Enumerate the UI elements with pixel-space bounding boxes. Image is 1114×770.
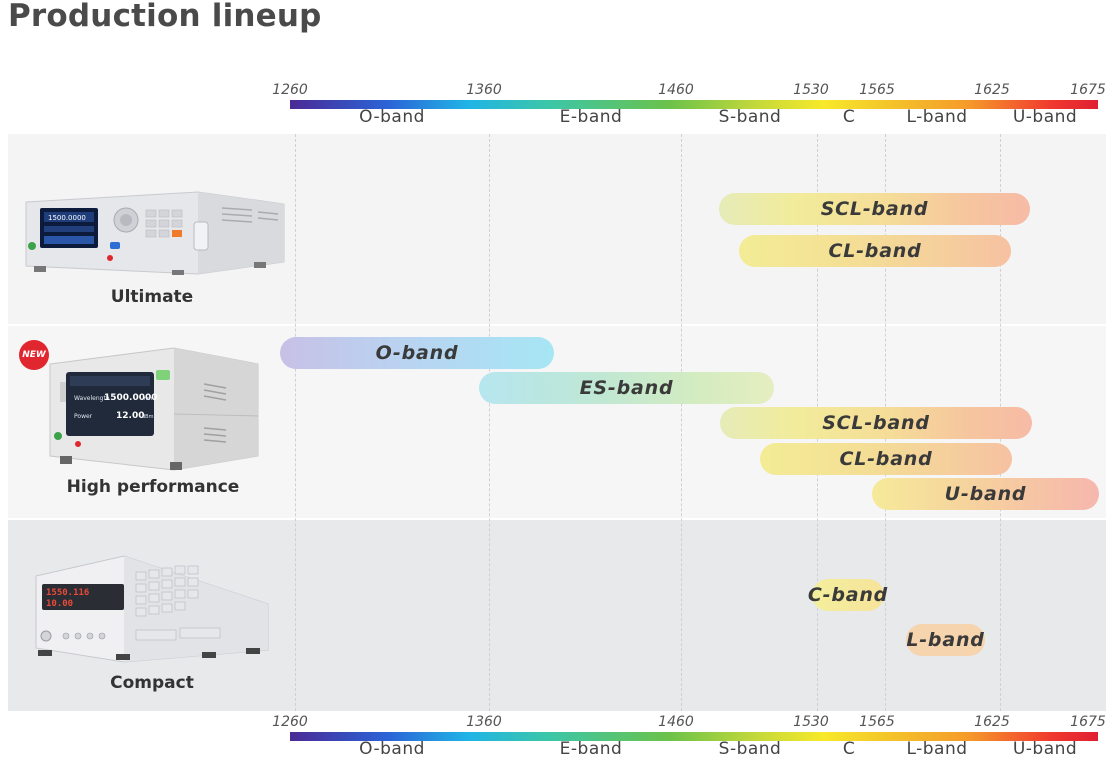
gridline — [681, 134, 682, 711]
compact-device-image: 1550.116 10.00 — [35, 555, 269, 663]
scale-band-label: S-band — [718, 107, 782, 127]
scale-band-label: C — [842, 107, 856, 127]
scale-band-label: L-band — [906, 107, 968, 127]
band-pill-es: ES-band — [479, 372, 774, 404]
scale-tick: 1625 — [974, 714, 1010, 730]
ultimate-screen-readout: 1500.0000 — [48, 214, 86, 222]
product-name-compact: Compact — [110, 673, 194, 693]
wavelength-scale-top: 1260 1360 1460 1530 1565 1625 1675 O-ban… — [0, 82, 1114, 127]
new-badge: NEW — [19, 340, 49, 370]
scale-tick: 1260 — [272, 82, 308, 98]
scale-band-label: O-band — [359, 739, 425, 759]
band-pill-scl: SCL-band — [720, 407, 1032, 439]
spectrum-gradient-bar — [290, 100, 1098, 109]
product-name-ultimate: Ultimate — [110, 287, 194, 307]
band-pill-cl: CL-band — [760, 443, 1012, 475]
scale-band-label: S-band — [718, 739, 782, 759]
scale-tick: 1625 — [974, 82, 1010, 98]
ultimate-device-image: 1500.0000 — [25, 191, 285, 275]
scale-tick: 1360 — [466, 82, 502, 98]
scale-tick: 1360 — [466, 714, 502, 730]
scale-tick: 1675 — [1070, 82, 1106, 98]
gridline — [295, 134, 296, 711]
band-pill-scl: SCL-band — [719, 193, 1030, 225]
band-pill-c: C-band — [808, 579, 887, 611]
band-pill-u: U-band — [872, 478, 1099, 510]
scale-tick: 1530 — [793, 714, 829, 730]
scale-band-label: E-band — [559, 107, 623, 127]
scale-band-label: C — [842, 739, 856, 759]
scale-tick: 1460 — [658, 714, 694, 730]
scale-band-label: L-band — [906, 739, 968, 759]
wavelength-scale-bottom: 1260 1360 1460 1530 1565 1625 1675 O-ban… — [0, 714, 1114, 759]
scale-tick: 1460 — [658, 82, 694, 98]
high-wavelength-label: Wavelength — [74, 395, 110, 402]
band-pill-o: O-band — [280, 337, 554, 369]
scale-tick: 1565 — [859, 714, 895, 730]
compact-readout-2: 10.00 — [46, 599, 73, 609]
spectrum-gradient-bar — [290, 732, 1098, 741]
high-wavelength-value: 1500.0000 — [104, 393, 158, 403]
scale-tick: 1530 — [793, 82, 829, 98]
gridline — [489, 134, 490, 711]
scale-band-label: U-band — [1012, 107, 1078, 127]
product-name-high-performance: High performance — [66, 477, 240, 497]
high-power-value: 12.00 — [116, 411, 144, 421]
high-power-unit: dBm — [142, 414, 154, 420]
page-title: Production lineup — [8, 0, 322, 34]
scale-tick: 1565 — [859, 82, 895, 98]
band-pill-cl: CL-band — [739, 235, 1011, 267]
band-pill-l: L-band — [906, 624, 985, 656]
high-power-label: Power — [74, 413, 93, 420]
high-wavelength-unit: nm — [144, 396, 152, 402]
compact-readout-1: 1550.116 — [46, 588, 89, 598]
scale-tick: 1675 — [1070, 714, 1106, 730]
scale-band-label: O-band — [359, 107, 425, 127]
scale-band-label: U-band — [1012, 739, 1078, 759]
scale-band-label: E-band — [559, 739, 623, 759]
high-performance-device-image: Wavelength 1500.0000 nm Power 12.00 dBm — [49, 347, 259, 471]
scale-tick: 1260 — [272, 714, 308, 730]
